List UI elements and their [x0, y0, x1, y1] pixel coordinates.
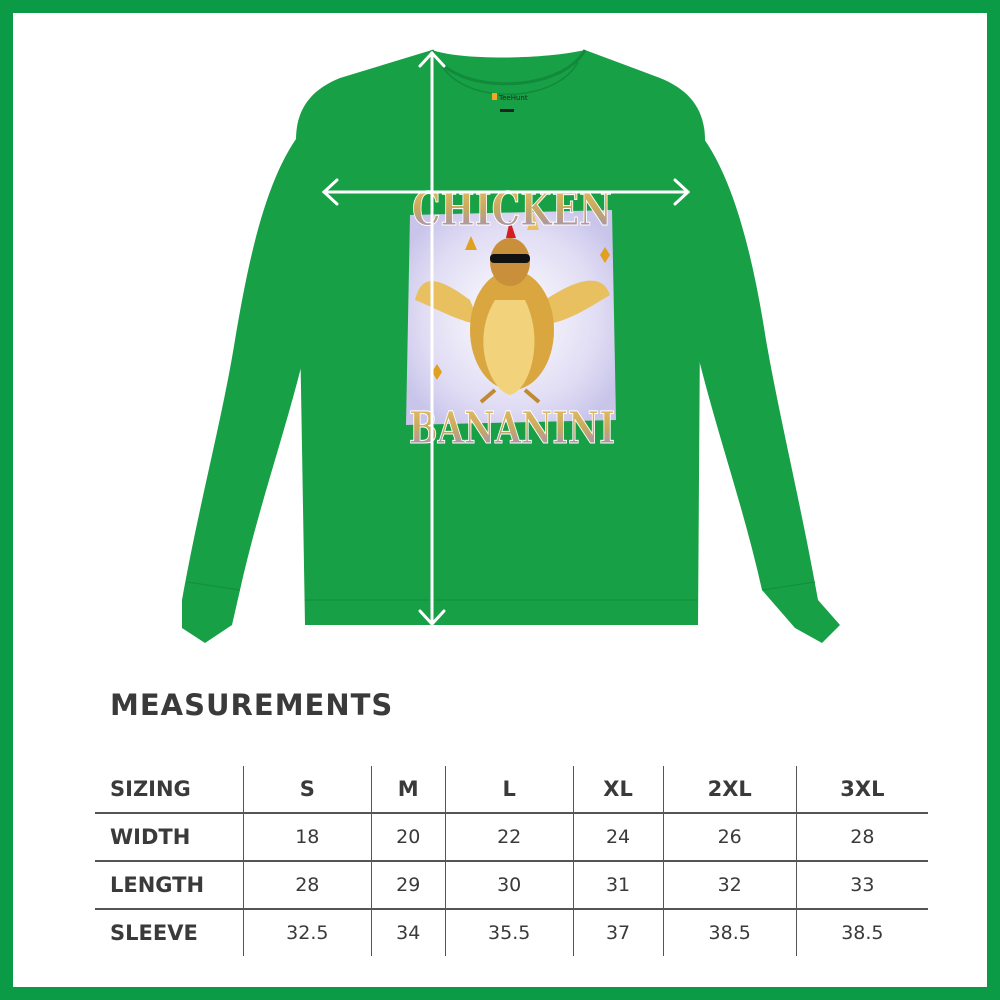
table-cell: 38.5 [795, 908, 928, 956]
width-arrow [321, 178, 691, 206]
table-cell: 38.5 [662, 908, 797, 956]
table-cell: 30 [444, 860, 573, 909]
table-cell: 28 [795, 812, 928, 861]
svg-text:CHICKEN: CHICKEN [412, 182, 612, 236]
table-cell: 33 [795, 860, 928, 909]
svg-text:BANANINI: BANANINI [409, 403, 615, 454]
shirt-image: TeeHunt CHICKEN BANANINI [182, 49, 840, 643]
table-cell: 31 [572, 860, 664, 909]
header-cell: L [444, 766, 573, 813]
header-cell: 2XL [662, 766, 797, 813]
table-cell: 26 [662, 812, 797, 861]
row-label: WIDTH [95, 812, 244, 861]
table-row: LENGTH 28 29 30 31 32 33 [95, 860, 928, 909]
row-label: SLEEVE [95, 908, 244, 956]
table-cell: 20 [370, 812, 446, 861]
table-row: SLEEVE 32.5 34 35.5 37 38.5 38.5 [95, 908, 928, 956]
table-cell: 34 [370, 908, 446, 956]
brand-label: TeeHunt [492, 93, 528, 112]
table-cell: 37 [572, 908, 664, 956]
header-cell: S [243, 766, 372, 813]
table-cell: 28 [243, 860, 372, 909]
svg-text:TeeHunt: TeeHunt [498, 94, 528, 102]
size-chart-table: SIZING S M L XL 2XL 3XL WIDTH 18 20 22 2… [95, 766, 928, 956]
row-label: LENGTH [95, 860, 244, 909]
table-cell: 24 [572, 812, 664, 861]
measurements-title: MEASUREMENTS [110, 688, 394, 722]
header-cell: SIZING [110, 777, 191, 801]
table-header-row: SIZING S M L XL 2XL 3XL [95, 766, 928, 813]
table-cell: 32 [662, 860, 797, 909]
table-cell: 29 [370, 860, 446, 909]
table-cell: 22 [444, 812, 573, 861]
table-cell: 35.5 [444, 908, 573, 956]
header-cell: 3XL [795, 766, 928, 813]
table-row: WIDTH 18 20 22 24 26 28 [95, 812, 928, 861]
left-sleeve [182, 120, 312, 643]
length-arrow [418, 50, 446, 627]
header-cell: XL [572, 766, 664, 813]
right-sleeve [688, 120, 840, 643]
header-cell: M [370, 766, 446, 813]
table-cell: 32.5 [243, 908, 372, 956]
table-cell: 18 [243, 812, 372, 861]
chicken-banana-print: CHICKEN BANANINI [406, 182, 616, 455]
